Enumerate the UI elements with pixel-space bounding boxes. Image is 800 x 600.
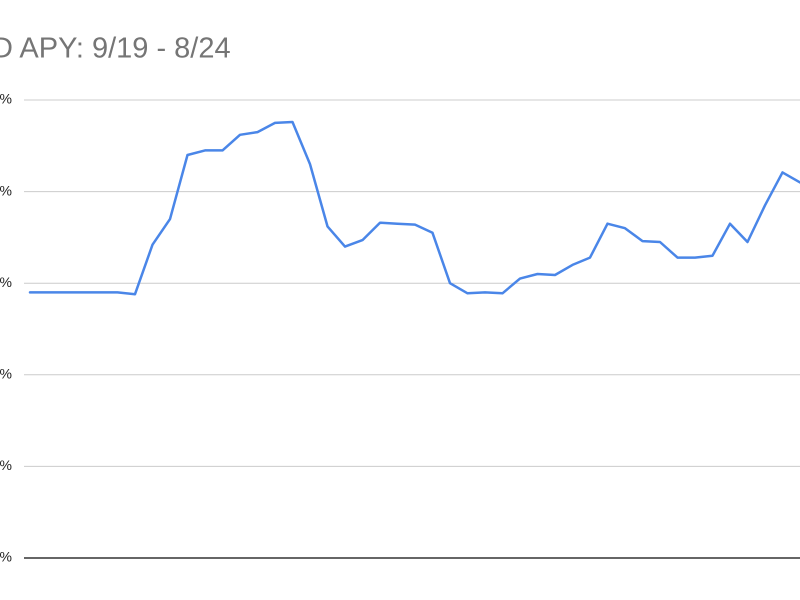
y-tick-label: %	[0, 182, 12, 198]
data-line	[28, 120, 800, 296]
y-tick-label: %	[0, 91, 12, 107]
y-tick-label: %	[0, 457, 12, 473]
chart-title: D APY: 9/19 - 8/24	[0, 33, 231, 65]
y-tick-label: %	[0, 549, 12, 565]
y-tick-label: %	[0, 366, 12, 382]
y-tick-label: %	[0, 274, 12, 290]
